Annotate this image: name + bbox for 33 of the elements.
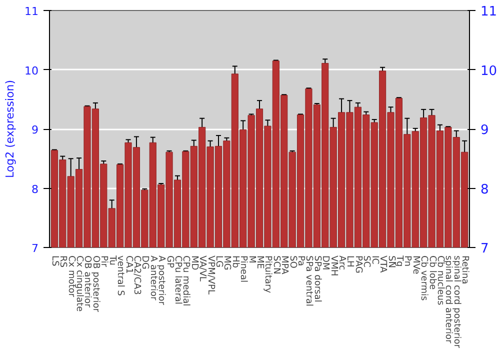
x-tick-label: GP <box>164 256 174 268</box>
x-tick-label: PAG <box>352 256 363 274</box>
x-tick-label: Arc <box>336 256 347 270</box>
x-tick-label: MVe <box>410 256 420 275</box>
y2-tick-label: 10 <box>480 64 498 79</box>
x-tick-label: VPM/VPL <box>205 256 216 294</box>
y-tick-label: 7 <box>32 242 38 255</box>
x-tick-label: ME <box>254 256 264 270</box>
y2-tick-label: 8 <box>480 182 489 198</box>
x-tick-label: CA1 <box>123 256 134 274</box>
x-tick-label: LS <box>49 256 60 267</box>
y-tick-label: 10 <box>24 64 39 78</box>
x-tick-label: SPa ventral <box>304 256 314 306</box>
x-tick-label: LH <box>344 256 355 268</box>
x-tick-label: Cb vermis <box>418 256 429 302</box>
x-tick-label: SN <box>386 256 396 268</box>
x-tick-label: Pituitary <box>262 256 273 294</box>
x-tick-label: Pn <box>402 256 412 266</box>
x-tick-label: SO <box>287 256 298 268</box>
y2-tick-label: 11 <box>480 4 498 20</box>
x-tick-label: VMH <box>328 256 338 276</box>
x-tick-label: A posterior <box>156 256 166 306</box>
x-tick-label: ventral S <box>115 256 126 296</box>
y2-tick-label: 9 <box>480 123 489 138</box>
y2-tick-label: 7 <box>480 242 489 256</box>
x-tick-label: SC <box>361 256 372 268</box>
y-tick-label: 8 <box>32 182 38 196</box>
y-axis-title: Log2 (expression) <box>4 80 17 178</box>
y-tick-label: 9 <box>32 124 38 136</box>
x-tick-label: spinal cord anterior <box>443 256 454 344</box>
y-tick-label: 11 <box>24 5 39 18</box>
x-tick-label: VA/VL <box>197 256 208 282</box>
x-tick-label: spinal cord posterior <box>451 256 462 348</box>
